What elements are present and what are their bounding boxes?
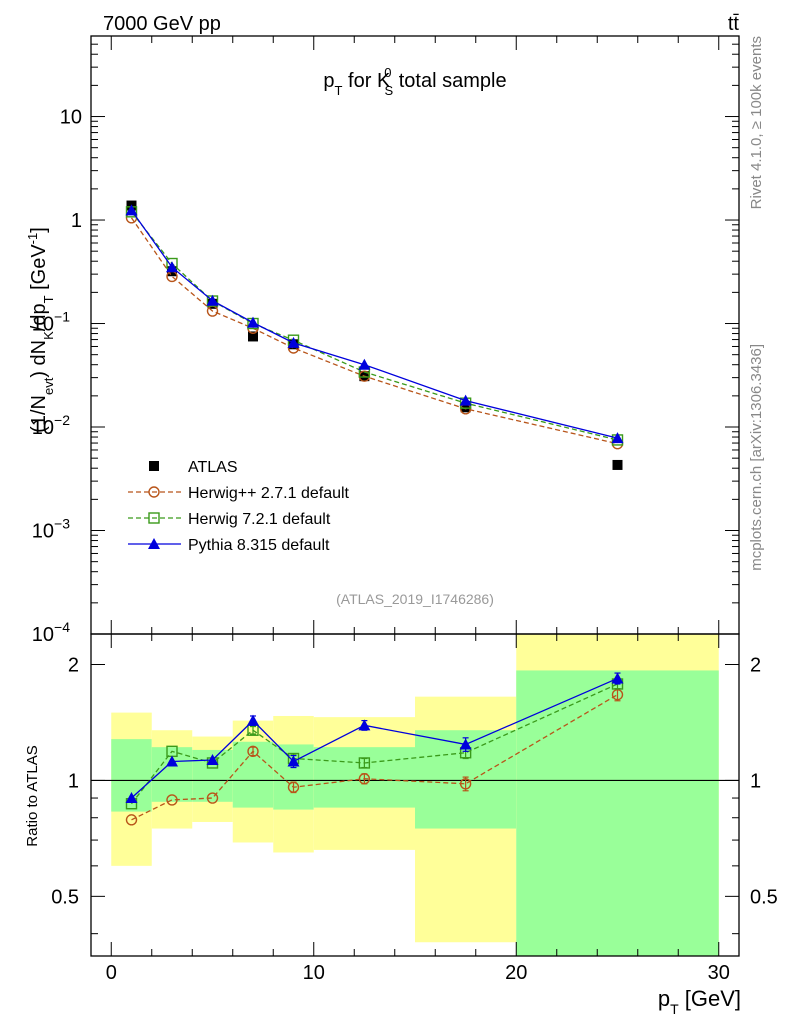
ratio-x-ticks — [110, 634, 720, 956]
data-point — [460, 402, 471, 413]
series-line — [130, 217, 618, 445]
ratio-series-pythia-8-315-default — [125, 672, 624, 804]
series-line — [130, 209, 618, 439]
ratio-series-line — [130, 683, 618, 805]
main-y-tick-label-exponent: −3 — [54, 516, 70, 532]
x-axis-label: pT [GeV] — [658, 986, 741, 1017]
series-pythia-8-315-default — [125, 204, 624, 444]
ratio-y-tick-labels: 0.5 0.5 1 1 2 2 — [51, 654, 778, 908]
ratio-y-tick-label-right: 0.5 — [750, 886, 778, 908]
main-y-tick-label: 10−3 — [32, 516, 70, 543]
x-tick-label: 10 — [303, 962, 325, 984]
ratio-y-tick-label-right: 2 — [750, 654, 761, 676]
legend-marker — [149, 461, 159, 471]
ratio-y-tick-label-right: 1 — [750, 770, 761, 792]
ratio-plot: 0.5 0.5 1 1 2 2 0 10 20 30 Ratio to ATLAS pT [Ge… — [24, 634, 778, 1017]
ratio-point — [247, 714, 259, 726]
data-point — [125, 204, 138, 216]
ratio-point — [287, 755, 300, 767]
legend-label: ATLAS — [188, 459, 238, 476]
ratio-point — [459, 738, 472, 750]
ratio-series-line — [131, 694, 618, 821]
ratio-y-ticks — [91, 663, 739, 935]
data-point — [459, 394, 472, 406]
ratio-point — [358, 719, 371, 731]
data-point — [206, 294, 219, 306]
x-tick-label: 0 — [106, 962, 117, 984]
main-y-tick-label-exponent: −4 — [54, 619, 70, 635]
series-line — [130, 211, 618, 441]
series-atlas — [126, 200, 623, 470]
main-y-tick-label-base: 10 — [60, 107, 82, 129]
main-y-tick-label-base: 10 — [32, 624, 54, 646]
header-right: tt̄ — [728, 13, 740, 35]
y-axis-label: (1/Nevt) dNK/dpT [GeV-1] — [25, 227, 56, 433]
legend: ATLAS Herwig++ 2.7.1 default Herwig 7.2.1 … — [128, 459, 350, 554]
ratio-point — [358, 757, 371, 769]
ratio-point — [125, 814, 138, 826]
data-point — [358, 358, 371, 370]
legend-marker — [148, 486, 160, 498]
ratio-y-tick-label-left: 2 — [68, 654, 79, 676]
ratio-point — [611, 672, 624, 684]
main-y-tick-label-base: 10 — [32, 417, 54, 439]
main-y-tick-label-exponent: −1 — [54, 309, 70, 325]
side-label-rivet: Rivet 4.1.0, ≥ 100k events — [748, 36, 765, 209]
ratio-point — [206, 792, 219, 804]
x-tick-label: 20 — [505, 962, 527, 984]
ratio-point — [287, 781, 300, 793]
ratio-series-herwig-2-7-1-default — [125, 688, 624, 826]
ratio-point — [358, 773, 371, 785]
ratio-point — [459, 778, 472, 790]
legend-label: Pythia 8.315 default — [188, 537, 330, 554]
ratio-y-axis-label: Ratio to ATLAS — [24, 745, 41, 846]
ratio-series — [125, 672, 624, 826]
main-y-tick-label-exponent: −2 — [54, 412, 70, 428]
header-left: 7000 GeV pp — [103, 13, 221, 35]
ratio-frame — [90, 633, 740, 957]
legend-marker — [148, 538, 160, 549]
main-series — [125, 200, 624, 470]
main-x-ticks — [110, 36, 720, 634]
data-point — [247, 316, 259, 328]
analysis-annotation: (ATLAS_2019_I1746286) — [336, 591, 494, 607]
series-herwig-2-7-1-default — [125, 212, 624, 450]
plot-title: pT for K0 S total sample — [323, 65, 506, 98]
main-y-tick-label-base: 1 — [71, 210, 82, 232]
main-y-tick-label: 10 — [60, 107, 82, 129]
main-y-tick-label: 10−2 — [32, 412, 70, 439]
series-herwig-7-2-1-default — [125, 206, 624, 446]
legend-label: Herwig++ 2.7.1 default — [188, 485, 350, 502]
main-y-tick-label-base: 10 — [32, 521, 54, 543]
side-label-mcplots: mcplots.cern.ch [arXiv:1306.3436] — [748, 344, 765, 571]
ratio-point — [125, 792, 138, 804]
main-y-tick-label-base: 10 — [32, 314, 54, 336]
ratio-point — [247, 745, 259, 758]
main-plot: pT for K0 S total sample (1/Nevt) dNK/dpT… — [25, 35, 739, 646]
main-y-tick-label: 10−4 — [32, 619, 70, 646]
data-point — [287, 336, 300, 348]
ratio-y-tick-label-left: 1 — [68, 770, 79, 792]
data-point — [612, 459, 623, 470]
main-y-tick-label: 1 — [71, 210, 82, 232]
main-y-tick-label: 10−1 — [32, 309, 70, 336]
legend-marker — [148, 512, 160, 524]
data-point — [611, 432, 624, 444]
data-point — [166, 261, 178, 273]
ratio-point — [206, 753, 219, 765]
ratio-x-tick-labels: 0 10 20 30 — [106, 962, 730, 984]
legend-label: Herwig 7.2.1 default — [188, 511, 331, 528]
ratio-point — [166, 794, 178, 806]
uncertainty-band-inner — [516, 670, 719, 956]
x-tick-label: 30 — [708, 962, 730, 984]
ratio-series-line — [131, 677, 618, 799]
ratio-point — [166, 755, 178, 767]
data-point — [248, 331, 258, 342]
ratio-uncertainty-bands — [111, 634, 719, 956]
ratio-y-tick-label-left: 0.5 — [51, 886, 79, 908]
